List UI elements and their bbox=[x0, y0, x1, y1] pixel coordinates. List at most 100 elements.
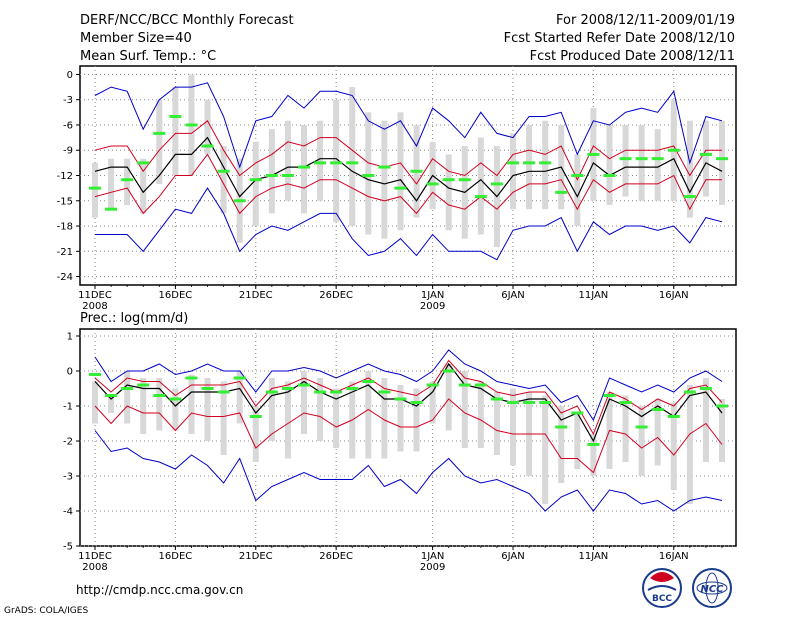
spread-box bbox=[719, 399, 725, 462]
x-tick-label: 11DEC bbox=[78, 551, 112, 562]
max-line bbox=[94, 349, 723, 422]
obs-marker bbox=[137, 383, 150, 387]
spread-box bbox=[365, 371, 372, 459]
x-tick-label: 1JAN bbox=[421, 551, 444, 562]
obs-marker bbox=[571, 174, 584, 177]
x-tick-year: 2008 bbox=[82, 562, 107, 573]
spread-box bbox=[317, 120, 324, 201]
spread-box bbox=[510, 388, 516, 466]
obs-marker bbox=[651, 408, 664, 411]
obs-marker bbox=[442, 178, 455, 182]
min-line bbox=[94, 430, 723, 512]
spread-box bbox=[526, 124, 533, 210]
spread-box bbox=[558, 406, 565, 483]
spread-box bbox=[654, 129, 661, 201]
obs-marker bbox=[555, 425, 568, 429]
spread-box bbox=[268, 129, 275, 214]
obs-marker bbox=[362, 174, 375, 177]
spread-box bbox=[542, 120, 549, 210]
spread-box bbox=[317, 378, 324, 441]
x-tick-label: 16JAN bbox=[659, 551, 689, 562]
x-tick-label: 26DEC bbox=[319, 551, 353, 562]
obs-marker bbox=[121, 178, 134, 182]
spread-box bbox=[686, 385, 693, 504]
chart-title: DERF/NCC/BCC Monthly Forecast bbox=[80, 13, 294, 28]
spread-box bbox=[252, 141, 259, 227]
min-line bbox=[95, 187, 723, 261]
spread-box bbox=[204, 99, 211, 155]
obs-marker bbox=[201, 144, 214, 148]
obs-marker bbox=[458, 383, 471, 387]
obs-marker bbox=[394, 397, 407, 401]
median-line bbox=[94, 362, 723, 443]
obs-marker bbox=[249, 178, 262, 182]
x-tick-label: 11JAN bbox=[578, 551, 608, 562]
variable-label: Mean Surf. Temp.: °C bbox=[80, 49, 216, 64]
spread-box bbox=[445, 364, 452, 431]
spread-box bbox=[284, 120, 291, 201]
spread-box bbox=[413, 388, 420, 452]
spread-box bbox=[445, 154, 452, 231]
spread-box bbox=[461, 371, 468, 448]
fcst-produced: Fcst Produced Date 2008/12/11 bbox=[530, 49, 735, 64]
y-tick-label: -9 bbox=[63, 146, 73, 157]
obs-marker bbox=[490, 397, 503, 401]
x-tick-label: 11DEC bbox=[78, 290, 112, 301]
spread-box bbox=[172, 87, 179, 176]
spread-box bbox=[510, 133, 516, 210]
obs-marker bbox=[683, 195, 696, 199]
spread-box bbox=[397, 112, 404, 231]
obs-marker bbox=[587, 443, 600, 446]
obs-marker bbox=[555, 190, 568, 194]
obs-marker bbox=[458, 178, 471, 182]
y-tick-label: 0 bbox=[67, 70, 73, 81]
spread-box bbox=[108, 158, 115, 210]
obs-marker bbox=[265, 390, 278, 394]
spread-box bbox=[172, 388, 179, 431]
spread-box bbox=[301, 124, 307, 214]
obs-marker bbox=[233, 199, 246, 203]
x-tick-label: 11JAN bbox=[578, 290, 608, 301]
obs-marker bbox=[153, 131, 166, 135]
y-tick-label: -5 bbox=[63, 542, 73, 553]
spread-box bbox=[140, 158, 147, 214]
y-tick-label: -1 bbox=[63, 402, 73, 413]
obs-marker bbox=[683, 390, 696, 394]
spread-box bbox=[574, 413, 581, 469]
obs-marker bbox=[523, 161, 536, 165]
x-tick-label: 16JAN bbox=[659, 290, 689, 301]
obs-marker bbox=[330, 161, 343, 165]
lower-line bbox=[94, 398, 723, 474]
spread-box bbox=[702, 120, 709, 197]
spread-box bbox=[333, 99, 340, 222]
upper-line bbox=[94, 359, 723, 436]
spread-box bbox=[429, 381, 436, 424]
obs-marker bbox=[603, 394, 616, 397]
obs-marker bbox=[249, 415, 262, 418]
footer-url: http://cmdp.ncc.cma.gov.cn bbox=[76, 583, 243, 597]
obs-marker bbox=[217, 390, 230, 394]
obs-marker bbox=[169, 115, 182, 119]
spread-box bbox=[493, 392, 500, 455]
obs-marker bbox=[298, 383, 310, 387]
spread-box bbox=[686, 120, 693, 218]
y-tick-label: -21 bbox=[57, 247, 73, 258]
spread-box bbox=[156, 378, 163, 431]
spread-box bbox=[252, 406, 259, 462]
spread-box bbox=[590, 434, 597, 476]
y-tick-label: 1 bbox=[67, 332, 73, 343]
obs-marker bbox=[410, 401, 423, 404]
x-tick-label: 21DEC bbox=[239, 551, 273, 562]
x-tick-year: 2008 bbox=[82, 301, 107, 312]
y-tick-label: -3 bbox=[63, 95, 73, 106]
obs-marker bbox=[233, 376, 246, 380]
spread-box bbox=[654, 399, 661, 466]
member-size: Member Size=40 bbox=[80, 31, 192, 46]
spread-box bbox=[477, 137, 484, 235]
obs-marker bbox=[442, 369, 455, 373]
x-tick-label: 6JAN bbox=[501, 551, 524, 562]
obs-marker bbox=[185, 376, 198, 380]
x-tick-year: 2009 bbox=[420, 562, 445, 573]
